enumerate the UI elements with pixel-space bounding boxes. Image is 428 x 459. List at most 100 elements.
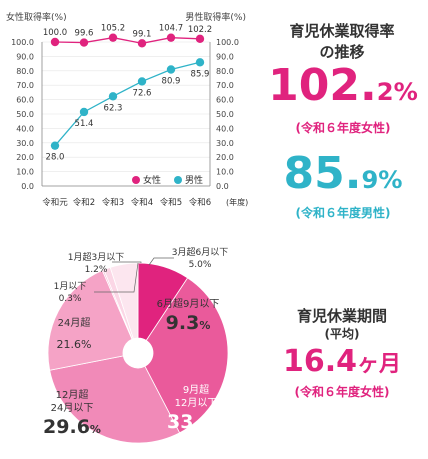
left-tick-label: 90.0 xyxy=(16,52,34,61)
male-rate-value: 85.9% xyxy=(262,152,424,196)
slice-label: 12月超 xyxy=(56,388,89,401)
female-rate-sub: 2% xyxy=(376,78,418,106)
male-data-label: 62.3 xyxy=(104,103,123,113)
female-rate-main: 102. xyxy=(268,60,377,111)
x-tick-label: 令和5 xyxy=(160,197,182,208)
female-point xyxy=(108,33,118,42)
right-tick-label: 20.0 xyxy=(216,153,234,162)
x-tick-label: 令和6 xyxy=(189,197,211,208)
female-data-label: 99.1 xyxy=(133,29,152,39)
summary-title-line2: の推移 xyxy=(319,43,365,61)
female-point xyxy=(195,34,205,44)
slice-value: 21.6% xyxy=(57,338,92,351)
period-note: (令和６年度女性) xyxy=(294,385,390,399)
slice-value-unit: % xyxy=(199,319,210,332)
male-point xyxy=(50,141,60,150)
legend-marker xyxy=(132,176,140,184)
slice-label: 24月超 xyxy=(58,316,91,329)
left-tick-label: 100.0 xyxy=(11,38,34,47)
x-tick-label: 令和2 xyxy=(73,197,95,208)
female-data-label: 102.2 xyxy=(188,25,212,35)
slice-label: 1月以下 xyxy=(54,281,87,292)
period-subtitle: (平均) xyxy=(324,327,360,341)
left-tick-label: 40.0 xyxy=(16,124,34,133)
left-tick-label: 60.0 xyxy=(16,96,34,105)
slice-value: 29.6% xyxy=(43,416,101,438)
legend-marker xyxy=(174,176,182,184)
male-point xyxy=(137,77,147,86)
male-point xyxy=(108,92,118,101)
x-tick-label: 令和4 xyxy=(131,197,153,208)
male-data-label: 80.9 xyxy=(162,77,181,87)
female-point xyxy=(50,37,60,47)
donut-slice xyxy=(144,277,229,434)
male-data-label: 72.6 xyxy=(133,88,152,98)
slice-value: 1.2% xyxy=(85,265,108,275)
right-tick-label: 100.0 xyxy=(216,38,239,47)
slice-value-unit: % xyxy=(90,423,101,436)
donut-slice xyxy=(109,262,139,340)
left-tick-label: 10.0 xyxy=(16,168,34,177)
female-series-line xyxy=(54,37,201,44)
legend-label: 男性 xyxy=(185,174,203,186)
male-point xyxy=(166,65,176,74)
female-data-label: 100.0 xyxy=(43,28,67,38)
x-tick-label: 令和元 xyxy=(42,197,68,208)
female-data-label: 104.7 xyxy=(159,24,183,34)
slice-label: 3月超6月以下 xyxy=(172,246,228,258)
male-point xyxy=(195,58,205,67)
leader-line xyxy=(94,262,139,293)
left-tick-label: 50.0 xyxy=(16,110,34,119)
left-tick-label: 20.0 xyxy=(16,153,34,162)
male-rate-note: (令和６年度男性) xyxy=(295,206,391,220)
x-tick-label: 令和3 xyxy=(102,197,124,208)
right-tick-label: 90.0 xyxy=(216,52,234,61)
left-tick-label: 70.0 xyxy=(16,81,34,90)
female-point xyxy=(166,33,176,42)
female-point xyxy=(79,38,89,47)
summary-title: 育児休業取得率 の推移 xyxy=(262,20,422,62)
donut-slice xyxy=(47,269,133,371)
female-point xyxy=(137,39,147,48)
slice-label: 9月超 xyxy=(183,383,209,396)
right-tick-label: 0.0 xyxy=(216,182,229,191)
x-axis-unit: (年度) xyxy=(226,197,248,207)
takeup-rate-line-chart: 女性取得率(%) 男性取得率(%) 0.0 0.0 10.0 10.0 20.0 20.0 30… xyxy=(6,11,248,208)
slice-value: 33.1% xyxy=(167,411,225,433)
slice-label: 1月超3月以下 xyxy=(68,251,124,263)
slice-value: 5.0% xyxy=(189,260,212,270)
slice-label: 6月超9月以下 xyxy=(157,297,220,310)
leader-line xyxy=(112,261,142,263)
male-data-label: 85.9 xyxy=(191,69,210,79)
leader-line xyxy=(148,257,174,266)
right-tick-label: 50.0 xyxy=(216,110,234,119)
male-series-line xyxy=(54,61,201,147)
male-point xyxy=(79,107,89,117)
left-tick-label: 0.0 xyxy=(21,182,34,191)
period-value: 16.4ヶ月 xyxy=(262,347,422,377)
right-tick-label: 10.0 xyxy=(216,168,234,177)
left-tick-label: 80.0 xyxy=(16,67,34,76)
slice-value: 9.3% xyxy=(166,312,211,334)
period-value-number: 16.4 xyxy=(282,344,357,379)
male-data-label: 28.0 xyxy=(46,153,65,163)
right-tick-label: 60.0 xyxy=(216,96,234,105)
female-data-label: 99.6 xyxy=(75,29,94,39)
donut-slice xyxy=(49,355,181,444)
legend-label: 女性 xyxy=(143,174,161,186)
slice-value: 0.3% xyxy=(59,294,82,304)
male-data-label: 51.4 xyxy=(75,119,94,129)
female-data-label: 105.2 xyxy=(101,24,125,34)
female-rate-value: 102.2% xyxy=(262,64,424,108)
summary-title-line1: 育児休業取得率 xyxy=(289,22,395,40)
right-axis-title: 男性取得率(%) xyxy=(185,11,246,23)
slice-value-unit: % xyxy=(214,418,225,431)
left-tick-label: 30.0 xyxy=(16,139,34,148)
male-rate-main: 85. xyxy=(283,148,362,199)
right-tick-label: 80.0 xyxy=(216,67,234,76)
right-tick-label: 70.0 xyxy=(216,81,234,90)
female-rate-note: (令和６年度女性) xyxy=(295,121,391,135)
male-rate-sub: 9% xyxy=(361,166,403,194)
period-value-unit: ヶ月 xyxy=(357,352,402,377)
slice-label: 24月以下 xyxy=(51,402,94,414)
